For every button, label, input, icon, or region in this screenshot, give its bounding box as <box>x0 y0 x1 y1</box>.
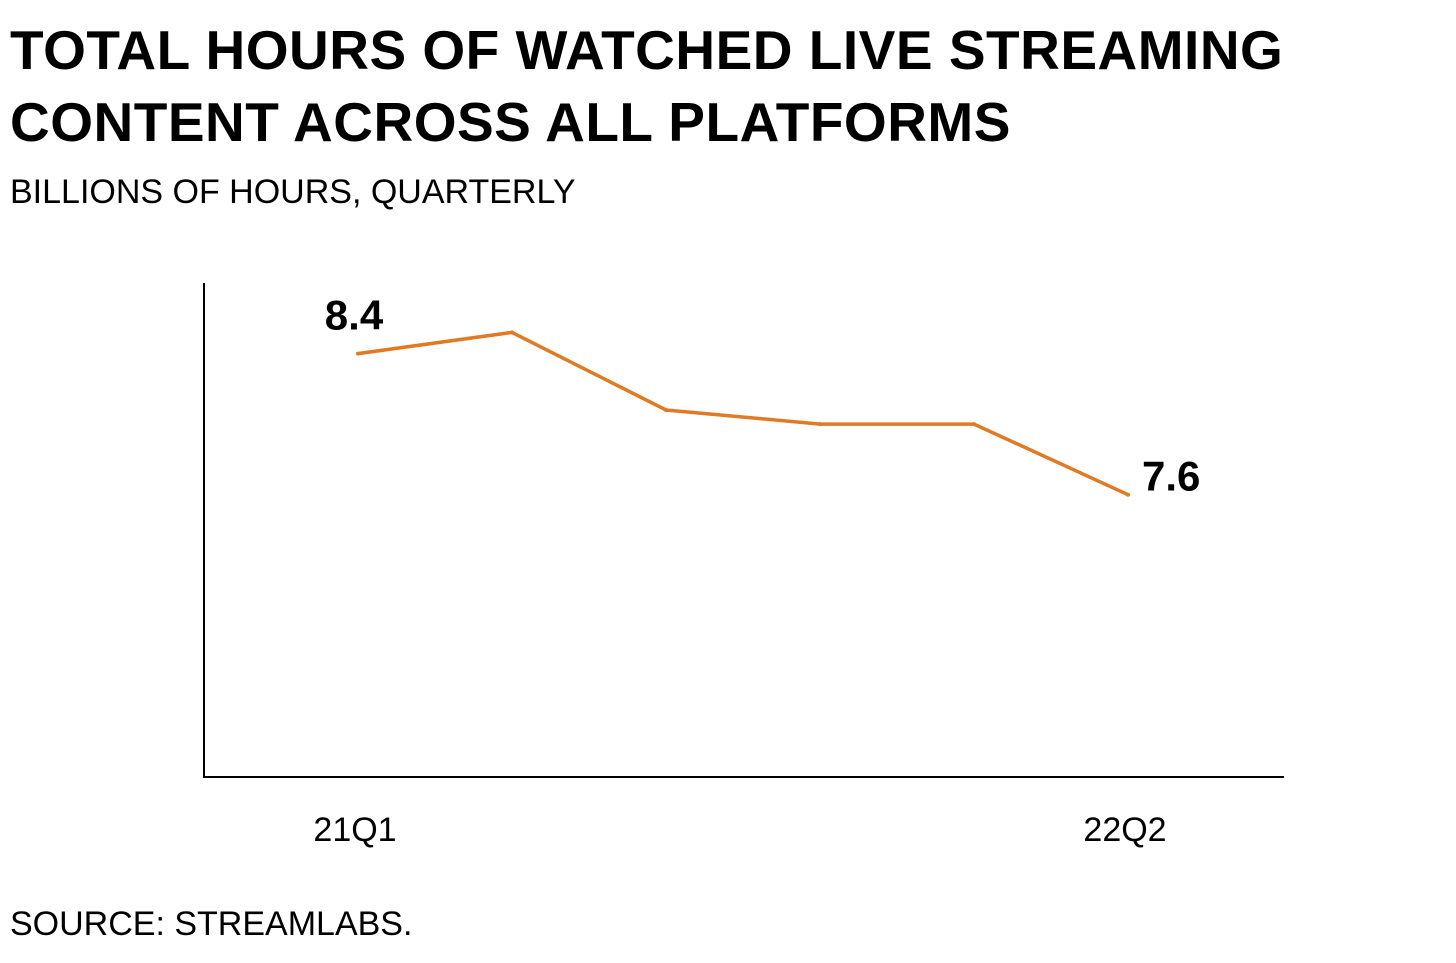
data-label-21Q1: 8.4 <box>325 292 384 339</box>
data-point-22Q1 <box>972 422 976 427</box>
series-line <box>357 330 1129 497</box>
x-tick-labels: 21Q1 22Q2 <box>313 811 1166 849</box>
data-point-21Q3 <box>664 408 668 413</box>
data-point-22Q2 <box>1126 492 1130 497</box>
data-label-22Q2: 7.6 <box>1142 453 1200 500</box>
source-note: SOURCE: STREAMLABS. <box>10 905 413 943</box>
data-points <box>356 330 1130 497</box>
data-point-21Q4 <box>818 422 822 427</box>
data-point-21Q1 <box>356 351 360 356</box>
chart-title: TOTAL HOURS OF WATCHED LIVE STREAMING CO… <box>10 19 1284 153</box>
x-tick-label-21Q1: 21Q1 <box>313 811 396 849</box>
chart-subtitle: BILLIONS OF HOURS, QUARTERLY <box>10 173 576 211</box>
x-tick-label-22Q2: 22Q2 <box>1083 811 1166 849</box>
data-labels: 8.4 7.6 <box>325 292 1201 500</box>
data-point-21Q2 <box>510 330 514 335</box>
